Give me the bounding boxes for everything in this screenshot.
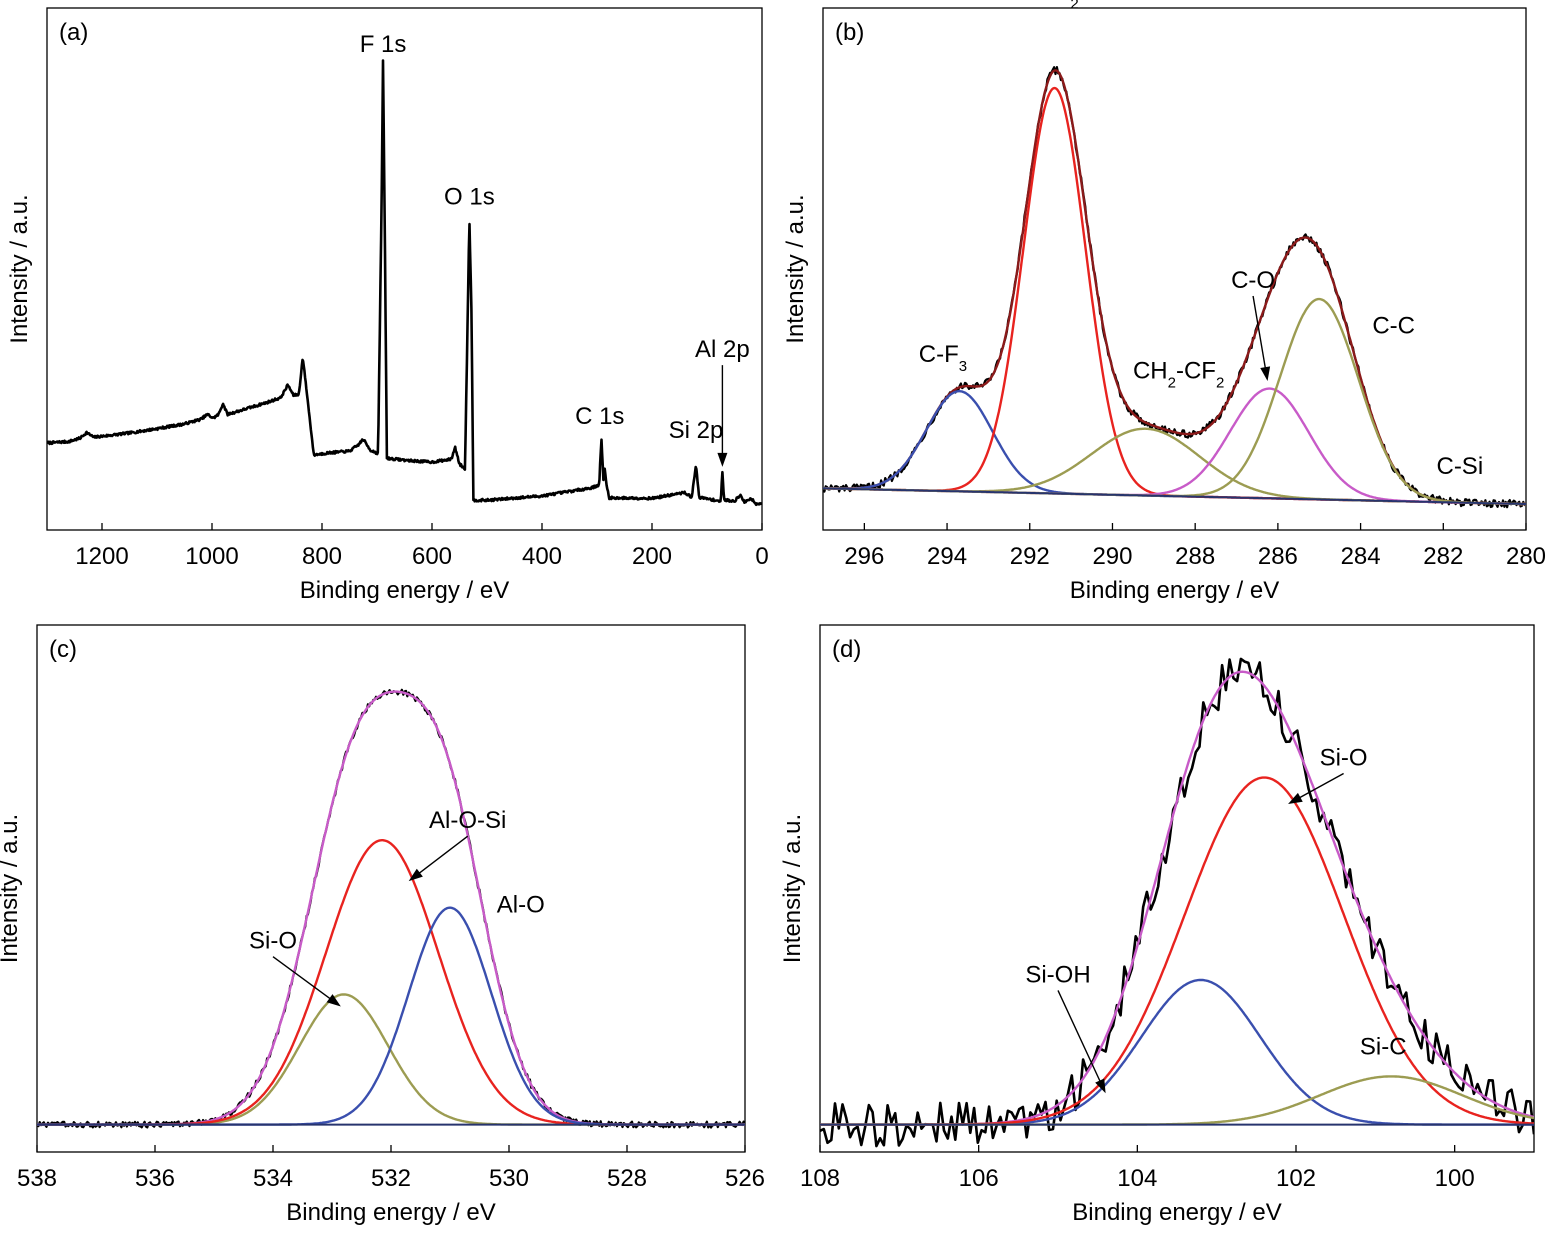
x-axis-label: Binding energy / eV: [286, 1199, 495, 1226]
x-tick-label: 536: [135, 1165, 175, 1192]
peak-annotation: Al 2p: [695, 336, 750, 363]
peak-annotation: Si-OH: [1025, 961, 1090, 988]
x-tick-label: 1000: [185, 543, 238, 570]
panel-b-c1s-spectrum: 296 294 292 290 288 286 284 282 280 Binding energ…: [782, 0, 1546, 604]
peak-annotation: O 1s: [444, 183, 495, 210]
panel-label: (d): [832, 636, 861, 663]
annotation-arrow: [1252, 295, 1267, 370]
fit-peak-ch2-cf2: [823, 427, 1526, 506]
annotation-arrowhead: [408, 868, 423, 882]
measured-spectrum: [823, 66, 1526, 509]
x-tick-label: 530: [489, 1165, 529, 1192]
measured-spectrum: [37, 688, 745, 1129]
fit-baseline: [823, 487, 1526, 505]
x-tick-label: 528: [607, 1165, 647, 1192]
x-tick-label: 290: [1092, 543, 1132, 570]
annotation-arrowhead: [1288, 792, 1303, 805]
peak-annotation: C-F2: [1030, 0, 1078, 12]
x-tick-label: 200: [632, 543, 672, 570]
plot-frame: [822, 7, 1527, 531]
x-tick-label: 0: [755, 543, 768, 570]
fit-peak-al-o: [37, 906, 745, 1126]
peak-annotation: C 1s: [575, 403, 624, 430]
x-tick-label: 1200: [75, 543, 128, 570]
x-axis-label: Binding energy / eV: [300, 577, 509, 604]
panel-a-survey-spectrum: 1200 1000 800 600 400 200 0 Binding energy / eV…: [6, 7, 769, 604]
x-tick-label: 294: [927, 543, 967, 570]
y-axis-label: Intensity / a.u.: [0, 814, 23, 963]
x-tick-label: 100: [1435, 1165, 1475, 1192]
plot-frame: [46, 7, 763, 531]
x-tick-label: 108: [800, 1165, 840, 1192]
y-axis-label: Intensity / a.u.: [782, 194, 809, 343]
fit-peak-al-o-si: [37, 839, 745, 1126]
x-tick-label: 106: [959, 1165, 999, 1192]
peak-annotation: F 1s: [360, 31, 407, 58]
fit-peak-si-o: [37, 993, 745, 1126]
x-tick-label: 538: [17, 1165, 57, 1192]
peak-annotation: C-C: [1372, 312, 1415, 339]
peak-annotation: C-O: [1231, 267, 1275, 294]
annotation-arrow: [1057, 990, 1102, 1083]
peak-annotation: CH2-CF2: [1133, 358, 1224, 392]
annotation-arrow: [1298, 772, 1344, 799]
peak-annotation: C-F3: [919, 341, 967, 375]
x-tick-label: 296: [844, 543, 884, 570]
fit-peak-si-o: [820, 776, 1534, 1126]
x-axis-label: Binding energy / eV: [1070, 577, 1279, 604]
x-tick-label: 532: [371, 1165, 411, 1192]
peak-annotation: Si-O: [249, 928, 297, 955]
x-tick-label: 288: [1175, 543, 1215, 570]
x-tick-label: 282: [1423, 543, 1463, 570]
panel-label: (a): [59, 19, 88, 46]
fit-peak-c-o: [823, 387, 1526, 506]
peak-annotation: Si-C: [1360, 1034, 1407, 1061]
x-tick-label: 286: [1258, 543, 1298, 570]
peak-annotation: Si 2p: [669, 417, 724, 444]
panel-label: (b): [835, 19, 864, 46]
x-axis-label: Binding energy / eV: [1072, 1199, 1281, 1226]
measured-spectrum: [820, 657, 1534, 1148]
panel-c-o1s-spectrum: 538 536 534 532 530 528 526 Binding energy / eV…: [0, 624, 765, 1226]
annotation-arrowhead: [717, 452, 728, 467]
x-tick-label: 284: [1341, 543, 1381, 570]
peak-annotation: C-Si: [1436, 453, 1483, 480]
y-axis-label: Intensity / a.u.: [779, 814, 806, 963]
annotation-arrow: [417, 835, 469, 875]
plot-frame: [819, 624, 1535, 1153]
fit-envelope: [37, 690, 745, 1126]
peak-annotation: Al-O: [497, 892, 545, 919]
x-tick-label: 292: [1010, 543, 1050, 570]
annotation-arrowhead: [1095, 1078, 1106, 1094]
x-tick-label: 600: [412, 543, 452, 570]
x-tick-label: 534: [253, 1165, 293, 1192]
x-tick-label: 526: [725, 1165, 765, 1192]
measured-spectrum: [47, 59, 762, 507]
fit-peak-c-f3: [823, 390, 1526, 506]
x-tick-label: 104: [1117, 1165, 1157, 1192]
y-axis-label: Intensity / a.u.: [6, 194, 33, 343]
fit-peak-c-f2: [823, 86, 1526, 506]
annotation-arrowhead: [326, 994, 341, 1007]
x-tick-label: 102: [1276, 1165, 1316, 1192]
fit-envelope: [820, 670, 1534, 1126]
plot-frame: [36, 624, 746, 1153]
x-tick-label: 800: [302, 543, 342, 570]
x-tick-label: 280: [1506, 543, 1546, 570]
panel-label: (c): [49, 636, 77, 663]
x-tick-label: 400: [522, 543, 562, 570]
peak-annotation: Si-O: [1320, 745, 1368, 772]
peak-annotation: Al-O-Si: [429, 807, 506, 834]
annotation-arrow: [272, 956, 332, 1000]
panel-d-si2p-spectrum: 108 106 104 102 100 Binding energy / eV Intens…: [779, 624, 1535, 1226]
annotation-arrowhead: [1260, 366, 1271, 381]
fit-peak-c-c: [823, 297, 1526, 506]
